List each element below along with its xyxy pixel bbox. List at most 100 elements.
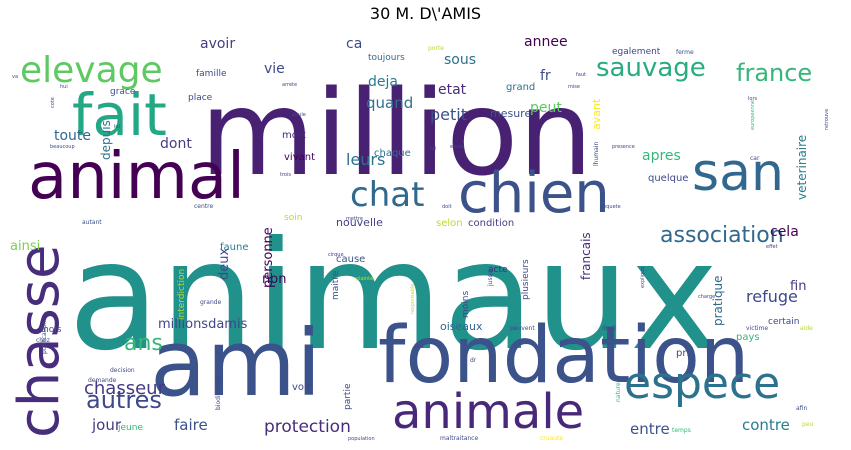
word-avoir: avoir <box>200 36 235 52</box>
word-cause: cause <box>336 254 365 265</box>
word-millionsdamis: millionsdamis <box>158 317 248 332</box>
word-quelque: quelque <box>648 173 688 184</box>
word-autant: autant <box>82 219 102 226</box>
word-refuge: refuge <box>746 287 798 306</box>
word-europeenne: europeenne <box>750 100 756 130</box>
word-acte: acte <box>488 265 508 275</box>
word-autres: autres <box>86 386 162 414</box>
word-loi: loi <box>114 124 120 130</box>
word-francais: francais <box>579 232 593 280</box>
word-chien: chien <box>458 161 610 226</box>
word-peu: peu <box>802 421 814 428</box>
word-avant: avant <box>590 98 603 130</box>
word-beaucoup: beaucoup <box>50 144 75 150</box>
word-annee: annee <box>524 34 568 50</box>
word-soin: soin <box>284 213 302 223</box>
word-retrouve: retrouve <box>824 109 830 130</box>
word-apres: apres <box>642 148 681 164</box>
word-aide: aide <box>800 325 813 332</box>
word-dr: dr <box>470 357 477 364</box>
word-fr: fr <box>540 68 551 84</box>
word-quand: quand <box>366 94 413 112</box>
word-pri: pri <box>676 348 689 359</box>
word-decision: decision <box>110 367 135 374</box>
word-vivant: vivant <box>284 152 315 163</box>
chart-title: 30 M. D\'AMIS <box>369 4 482 23</box>
word-deja: deja <box>368 74 398 90</box>
word-sauvage: sauvage <box>596 53 706 83</box>
word-population: population <box>348 436 375 442</box>
word-personne: personne <box>261 227 276 288</box>
word-mois: mois <box>40 325 62 335</box>
word-contre: contre <box>742 416 790 434</box>
word-sous: sous <box>444 52 476 68</box>
word-faut: faut <box>576 72 586 78</box>
word-elevage: elevage <box>20 50 163 91</box>
word-petit: petit <box>430 105 467 124</box>
word-peut: peut <box>530 100 562 116</box>
word-maitre: maitre <box>331 270 341 300</box>
word-million: million <box>200 64 593 202</box>
word-pre: pre <box>414 343 424 350</box>
word-fin: fin <box>790 279 806 294</box>
word-biodiversite: biodiversite <box>215 375 222 410</box>
word-partie: partie <box>343 383 353 410</box>
word-poule: poule <box>292 112 306 118</box>
word-toute: toute <box>54 128 91 144</box>
word-veterinaire: veterinaire <box>795 135 809 200</box>
word-plusieurs: plusieurs <box>521 259 531 300</box>
word-jusqu: jusqu <box>487 270 494 287</box>
word-temps: temps <box>672 427 691 434</box>
word-demande: demande <box>88 377 117 384</box>
word-grand: grand <box>506 82 535 93</box>
word-dont: dont <box>160 136 192 152</box>
word-publication: publication <box>41 321 48 354</box>
word-fait: fait <box>72 81 167 149</box>
word-porte: porte <box>428 45 444 52</box>
word-afin: afin <box>796 405 807 412</box>
word-entre: entre <box>630 420 670 438</box>
word-cirque: cirque <box>328 252 344 258</box>
word-condition: condition <box>468 218 514 229</box>
word-charge: charge <box>698 294 715 300</box>
word-vie: vie <box>264 61 285 77</box>
word-enquete: enquete <box>600 204 621 210</box>
word-trois: trois <box>280 172 291 178</box>
word-va: va <box>12 74 18 80</box>
word-droit: droit <box>602 325 616 332</box>
word-protection: protection <box>264 417 351 437</box>
word-deux: deux <box>217 248 232 280</box>
word-car: car <box>750 155 760 162</box>
word-jour: jour <box>91 416 122 434</box>
word-ca: ca <box>346 36 362 52</box>
word-explique: explique <box>640 267 646 288</box>
word-certain: certain <box>768 317 799 327</box>
word-cote: cote <box>50 97 56 108</box>
word-pays: pays <box>736 332 760 343</box>
word-pratique: pratique <box>711 275 725 326</box>
word-interdiction: interdiction <box>177 269 187 320</box>
word-non: non <box>262 272 286 287</box>
word-association: association <box>660 223 784 248</box>
word-effet: effet <box>766 244 778 250</box>
word-lui: lui <box>430 146 436 152</box>
word-lors: lors <box>748 96 758 102</box>
word-chez: chez <box>36 337 50 344</box>
word-espece: espece <box>624 358 780 409</box>
word-centre: centre <box>194 203 213 210</box>
word-animal: animal <box>28 140 245 214</box>
word-faire: faire <box>174 416 208 434</box>
word-chasseur: chasseur <box>84 378 166 399</box>
word-animale: animale <box>392 384 584 440</box>
word-doit: doit <box>442 204 452 210</box>
word-cela: cela <box>770 224 799 240</box>
word-place: place <box>188 93 213 103</box>
word-grande: grande <box>200 299 222 306</box>
word-ans: ans <box>124 331 163 356</box>
word-nature: nature <box>615 382 622 402</box>
word-san: san <box>692 143 784 203</box>
word-ami: ami <box>150 310 322 417</box>
word-animaux: animaux <box>68 210 719 384</box>
word-faune: faune <box>220 242 248 253</box>
